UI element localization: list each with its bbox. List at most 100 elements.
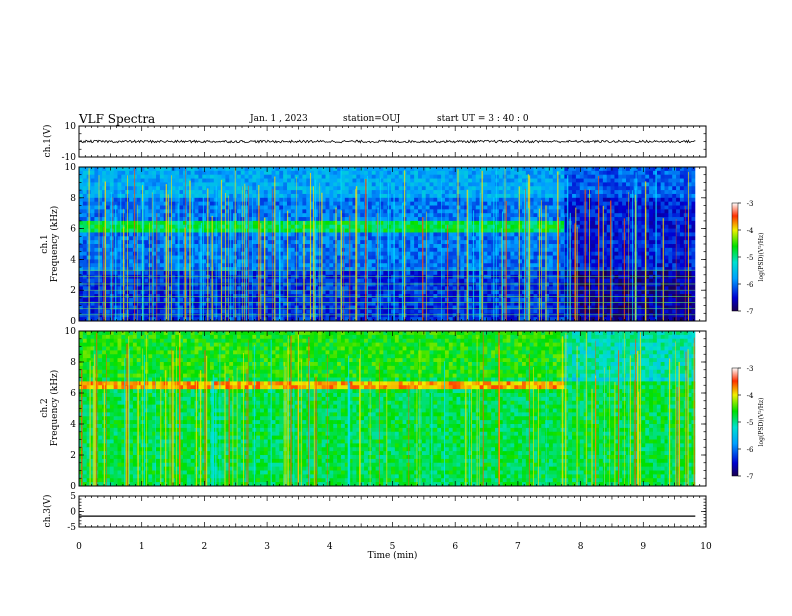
spectrogram-cell	[537, 186, 542, 191]
spectrogram-cell	[260, 190, 265, 195]
spectrogram-cell	[383, 244, 388, 249]
spectrogram-cell	[102, 178, 107, 183]
spectrogram-cell	[313, 220, 319, 226]
spectrogram-cell	[417, 232, 423, 237]
spectrogram-cell	[263, 224, 269, 230]
spectrogram-cell	[333, 182, 338, 187]
spectrogram-cell	[444, 197, 450, 203]
spectrogram-cell	[433, 282, 438, 287]
spectrogram-cell	[294, 278, 300, 284]
spectrogram-cell	[529, 236, 535, 241]
spectrogram-cell	[202, 197, 207, 203]
spectrogram-cell	[545, 244, 550, 249]
spectrogram-cell	[375, 182, 381, 187]
spectrogram-cell	[394, 228, 400, 234]
spectrogram-cell	[394, 274, 400, 280]
spectrogram-cell	[263, 270, 269, 276]
spectrogram-cell	[471, 263, 477, 268]
spectrogram-cell	[506, 178, 512, 183]
spectrogram-cell	[429, 251, 434, 257]
spectrogram-cell	[113, 174, 119, 180]
spectrogram-cell	[171, 305, 176, 311]
spectrogram-cell	[356, 217, 361, 222]
spectrogram-cell	[452, 201, 458, 207]
spectrogram-cell	[156, 267, 161, 272]
spectrogram-cell	[283, 278, 288, 284]
spectrogram-cell	[556, 167, 562, 172]
spectrogram-cell	[410, 217, 415, 222]
spectrogram-cell	[248, 313, 253, 318]
spectrogram-cell	[352, 305, 357, 311]
spectrogram-cell	[267, 228, 273, 234]
spectrogram-cell	[456, 290, 461, 295]
spectrogram-cell	[429, 182, 434, 187]
spectrogram-cell	[217, 297, 223, 303]
spectrogram-cell	[171, 224, 176, 230]
spectrogram-cell	[498, 170, 504, 176]
spectrogram-cell	[260, 317, 265, 321]
spectrogram-cell	[437, 247, 442, 253]
spectrogram-cell	[271, 197, 277, 203]
spectrogram-cell	[552, 197, 558, 203]
spectrogram-cell	[298, 263, 304, 268]
spectrogram-cell	[429, 255, 434, 260]
spectrogram-cell	[287, 186, 292, 191]
spectrogram-cell	[383, 178, 388, 183]
spectrogram-cell	[379, 170, 384, 176]
spectrogram-cell	[90, 232, 96, 237]
spectrogram-cell	[448, 313, 454, 318]
spectrogram-cell	[310, 240, 315, 245]
spectrogram-cell	[294, 193, 300, 199]
spectrogram-cell	[448, 247, 454, 253]
spectrogram-cell	[464, 317, 469, 321]
spectrogram-cell	[371, 186, 377, 191]
spectrogram-cell	[429, 309, 434, 314]
spectrogram-cell	[340, 290, 346, 295]
spectrogram-cell	[240, 274, 246, 280]
spectrogram-cell	[313, 209, 319, 214]
spectrogram-cell	[367, 186, 373, 191]
spectrogram-cell	[464, 178, 469, 183]
spectrogram-cell	[271, 217, 277, 222]
spectrogram-cell	[452, 232, 458, 237]
spectrogram-cell	[391, 236, 396, 241]
spectrogram-cell	[410, 224, 415, 230]
spectrogram-cell	[167, 286, 173, 291]
spectrogram-cell	[213, 174, 219, 180]
spectrogram-cell	[371, 313, 377, 318]
spectrogram-cell	[109, 309, 115, 314]
spectrogram-cell	[152, 255, 157, 260]
spectrogram-cell	[452, 305, 458, 311]
spectrogram-cell	[360, 190, 365, 195]
spectrogram-cell	[329, 247, 334, 253]
spectrogram-cell	[267, 167, 273, 172]
spectrogram-cell	[148, 244, 153, 249]
spectrogram-cell	[437, 282, 442, 287]
spectrogram-cell	[510, 259, 515, 264]
spectrogram-cell	[495, 224, 500, 230]
spectrogram-cell	[344, 224, 350, 230]
spectrogram-cell	[113, 170, 119, 176]
spectrogram-cell	[148, 217, 153, 222]
spectrogram-cell	[367, 224, 373, 230]
spectrogram-cell	[545, 224, 550, 230]
spectrogram-cell	[510, 247, 515, 253]
spectrogram-cell	[290, 313, 296, 318]
spectrogram-cell	[340, 220, 346, 226]
spectrogram-cell	[171, 228, 176, 234]
spectrogram-cell	[244, 170, 250, 176]
spectrogram-cell	[98, 263, 103, 268]
spectrogram-cell	[129, 274, 134, 280]
spectrogram-cell	[429, 197, 434, 203]
spectrogram-cell	[202, 209, 207, 214]
spectrogram-cell	[383, 232, 388, 237]
spectrogram-cell	[148, 313, 153, 318]
spectrogram-cell	[452, 278, 458, 284]
spectrogram-cell	[391, 193, 396, 199]
spectrogram-cell	[495, 251, 500, 257]
spectrogram-cell	[379, 317, 384, 321]
spectrogram-cell	[279, 263, 284, 268]
spectrogram-cell	[152, 247, 157, 253]
spectrogram-cell	[194, 217, 200, 222]
spectrogram-cell	[433, 297, 438, 303]
